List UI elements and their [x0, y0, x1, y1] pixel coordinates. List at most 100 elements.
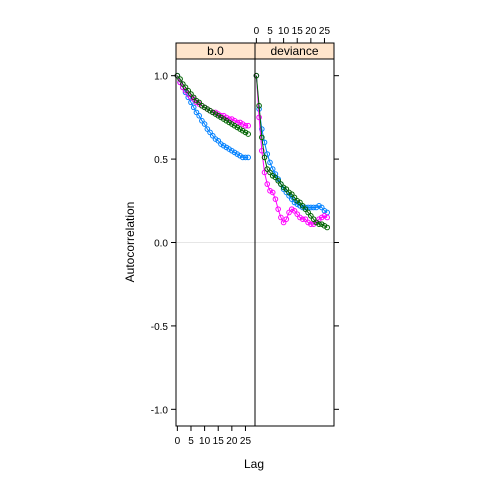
y-tick-label: 1.0 [154, 72, 168, 83]
x-axis-bottom: 0 5 10 15 20 25 [175, 426, 252, 447]
data-point [280, 184, 287, 191]
data-point [180, 81, 186, 87]
data-point [204, 126, 211, 132]
data-point [242, 154, 249, 161]
data-point [196, 112, 202, 119]
data-point [245, 154, 251, 161]
data-point [264, 181, 271, 187]
data-point [190, 104, 197, 111]
data-point [261, 169, 268, 176]
y-tick-label: -0.5 [151, 322, 169, 333]
data-point [286, 209, 292, 216]
x-tick-label: 25 [240, 436, 252, 447]
x-axis-top: 0 5 10 15 20 25 [254, 26, 331, 43]
y-axis-label: Autocorrelation [123, 202, 137, 283]
data-point [242, 122, 249, 129]
x-tick-label: 25 [319, 26, 331, 37]
y-tick-label: -1.0 [151, 405, 169, 416]
y-tick-label: 0.5 [154, 155, 168, 166]
data-point [267, 159, 273, 166]
data-point [269, 166, 276, 172]
data-point [283, 216, 290, 222]
axes-layer: 0 5 10 15 20 250 5 10 15 20 25-1.0-0.50.00.51.0 [151, 26, 339, 447]
data-point [182, 84, 189, 91]
data-point [245, 131, 251, 137]
data-point [324, 224, 330, 231]
data-point [245, 122, 251, 129]
y-axis: -1.0 -0.5 0.0 0.5 1.0 [151, 72, 339, 416]
strip-label: deviance [270, 44, 318, 58]
panel-b-0: b.0 [174, 42, 256, 427]
series-line [176, 75, 249, 127]
data-point [177, 76, 183, 82]
data-point [196, 99, 202, 106]
x-tick-label: 0 [175, 436, 181, 447]
data-point [310, 216, 317, 222]
data-point [318, 204, 325, 211]
data-point [278, 181, 284, 187]
series-3 [253, 72, 330, 231]
data-point [288, 191, 295, 197]
data-point [239, 127, 246, 134]
panels-layer: b.0 deviance [174, 42, 335, 427]
data-point [294, 211, 301, 217]
data-point [305, 209, 311, 216]
data-point [234, 151, 241, 157]
data-point [275, 206, 281, 212]
data-point [256, 114, 262, 121]
data-point [302, 206, 309, 212]
data-point [313, 204, 320, 211]
data-point [308, 213, 314, 219]
x-tick-label: 0 [254, 26, 260, 37]
data-point [215, 112, 222, 119]
data-point [308, 221, 314, 227]
y-tick-label: 0.0 [154, 239, 168, 250]
x-tick-label: 15 [292, 26, 304, 37]
data-point [291, 194, 298, 201]
data-point [256, 102, 262, 109]
data-point [299, 216, 306, 222]
data-point [267, 187, 273, 194]
data-point [209, 132, 216, 139]
data-point [316, 221, 322, 227]
data-point [302, 216, 309, 222]
data-point [259, 134, 265, 141]
data-point [280, 219, 287, 226]
data-point [220, 142, 227, 149]
data-point [201, 121, 208, 127]
data-point [253, 72, 260, 79]
data-point [234, 124, 241, 131]
series-line [255, 75, 328, 228]
data-point [275, 177, 281, 184]
data-point [207, 107, 213, 114]
data-point [294, 201, 301, 207]
series-3 [174, 72, 251, 137]
x-tick-label: 20 [226, 436, 238, 447]
data-point [185, 87, 192, 94]
series-1 [174, 72, 251, 161]
x-tick-label: 10 [278, 26, 290, 37]
data-point [318, 221, 325, 227]
data-point [259, 126, 265, 132]
panel-deviance: deviance [253, 42, 335, 427]
x-tick-label: 15 [213, 436, 225, 447]
data-point [272, 196, 279, 202]
data-point [267, 169, 273, 176]
data-point [294, 198, 301, 204]
strip-label: b.0 [207, 44, 224, 58]
x-tick-label: 20 [305, 26, 317, 37]
data-point [278, 214, 284, 221]
data-point [220, 116, 227, 122]
data-point [313, 219, 320, 226]
x-tick-label: 5 [267, 26, 273, 37]
data-point [286, 189, 292, 196]
data-point [283, 186, 290, 192]
data-point [269, 189, 276, 196]
data-point [229, 121, 235, 127]
data-point [207, 129, 213, 136]
data-point [199, 117, 205, 124]
data-point [201, 104, 208, 111]
data-point [310, 204, 317, 211]
data-point [286, 192, 292, 199]
